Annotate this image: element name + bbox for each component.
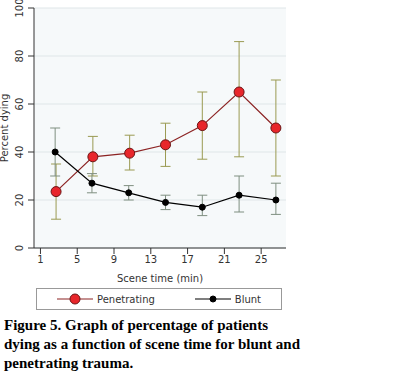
svg-text:13: 13 xyxy=(144,254,157,265)
svg-text:60: 60 xyxy=(14,98,25,111)
svg-text:Scene time (min): Scene time (min) xyxy=(117,273,203,284)
svg-text:5: 5 xyxy=(74,254,80,265)
svg-text:25: 25 xyxy=(255,254,268,265)
svg-text:20: 20 xyxy=(14,194,25,207)
svg-text:9: 9 xyxy=(111,254,117,265)
svg-text:100: 100 xyxy=(14,0,25,18)
html-text:Penetrating: Penetrating xyxy=(97,293,155,305)
svg-text:17: 17 xyxy=(181,254,194,265)
svg-text:80: 80 xyxy=(14,50,25,63)
svg-text:21: 21 xyxy=(218,254,231,265)
svg-text:0: 0 xyxy=(14,245,25,251)
html-text:Blunt: Blunt xyxy=(234,293,261,305)
svg-text:40: 40 xyxy=(14,146,25,159)
svg-text:Percent dying: Percent dying xyxy=(8,94,10,163)
svg-text:1: 1 xyxy=(37,254,43,265)
html-text:Figure 5. Graph of percentage: Figure 5. Graph of percentage of patient… xyxy=(4,317,300,371)
